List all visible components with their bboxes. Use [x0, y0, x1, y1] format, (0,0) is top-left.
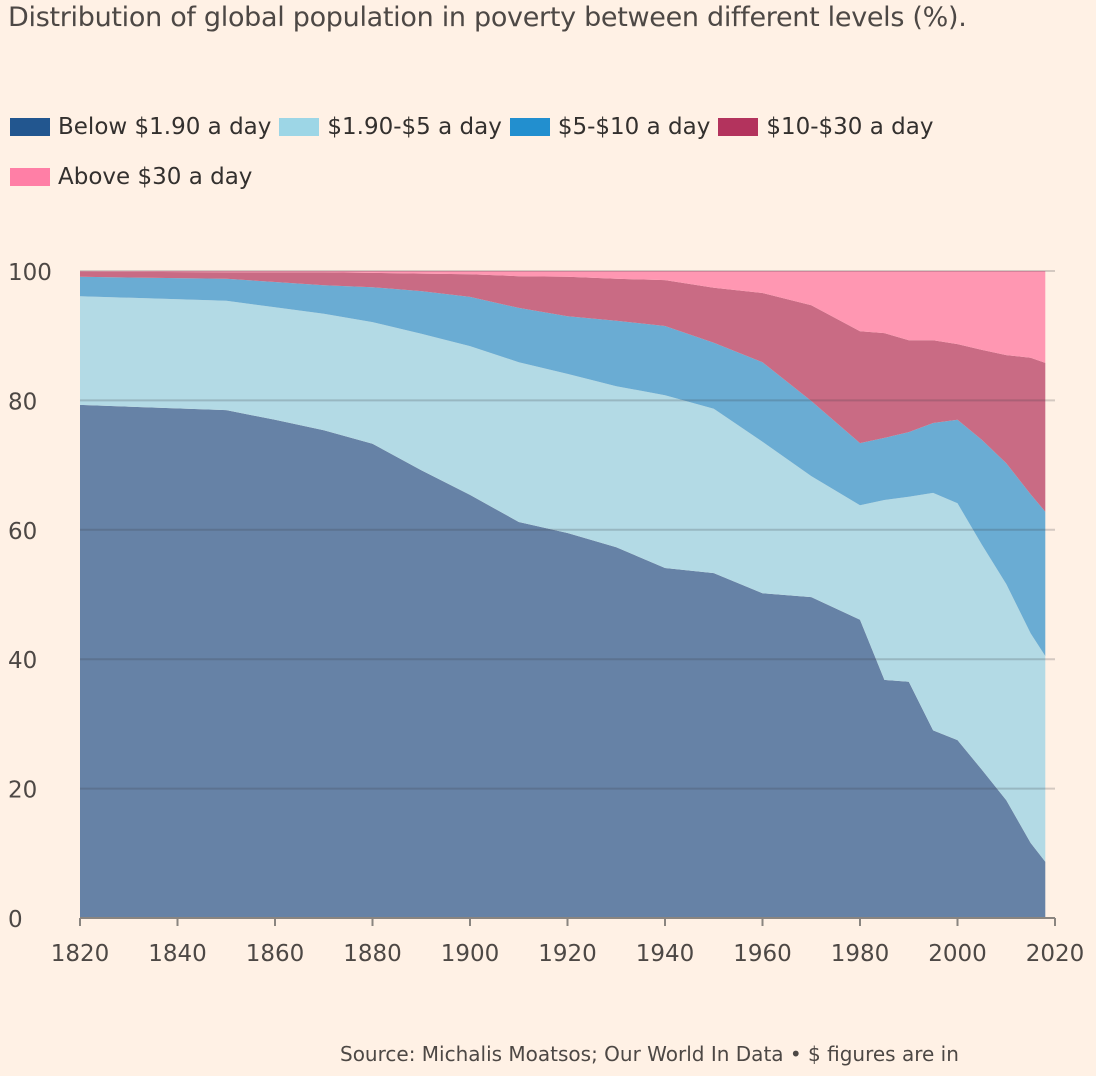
legend-swatch	[10, 118, 50, 136]
legend-item: $5-$10 a day	[509, 110, 711, 144]
y-tick-label: 60	[8, 519, 37, 545]
legend: Below $1.90 a day $1.90-$5 a day $5-$10 a …	[10, 110, 1090, 210]
x-tick-label: 1960	[733, 941, 792, 967]
x-tick-label: 1900	[441, 941, 500, 967]
x-tick-label: 1980	[831, 941, 890, 967]
x-tick-label: 1820	[51, 941, 110, 967]
legend-label: $10-$30 a day	[766, 114, 934, 140]
area--1-90-5-a-day	[80, 296, 1046, 862]
legend-swatch	[718, 118, 759, 136]
x-tick-label: 1920	[538, 941, 597, 967]
x-tick-label: 1860	[246, 941, 305, 967]
legend-swatch	[279, 118, 320, 136]
x-tick-label: 1840	[148, 941, 207, 967]
legend-item: Above $30 a day	[10, 160, 252, 194]
legend-item: Below $1.90 a day	[10, 110, 271, 144]
legend-label: Above $30 a day	[58, 164, 253, 190]
legend-swatch	[10, 168, 50, 186]
y-tick-label: 20	[8, 778, 37, 804]
legend-item: $1.90-$5 a day	[279, 110, 502, 144]
legend-swatch	[509, 118, 550, 136]
source-note: Source: Michalis Moatsos; Our World In D…	[340, 1042, 959, 1066]
area-above-30-a-day	[80, 271, 1046, 363]
area-below-1-90-a-day	[80, 404, 1046, 918]
chart-title: Distribution of global population in pov…	[8, 2, 967, 33]
y-tick-label: 80	[8, 389, 37, 415]
area--5-10-a-day	[80, 276, 1046, 656]
legend-label: $5-$10 a day	[557, 114, 711, 140]
y-tick-label: 40	[8, 648, 37, 674]
y-tick-label: 0	[8, 907, 23, 933]
x-tick-label: 2020	[1026, 941, 1085, 967]
legend-label: Below $1.90 a day	[58, 114, 272, 140]
area--10-30-a-day	[80, 271, 1046, 512]
x-tick-label: 1940	[636, 941, 695, 967]
x-tick-label: 2000	[928, 941, 987, 967]
legend-item: $10-$30 a day	[718, 110, 933, 144]
legend-label: $1.90-$5 a day	[327, 114, 502, 140]
y-tick-label: 100	[8, 260, 52, 286]
x-tick-label: 1880	[343, 941, 402, 967]
